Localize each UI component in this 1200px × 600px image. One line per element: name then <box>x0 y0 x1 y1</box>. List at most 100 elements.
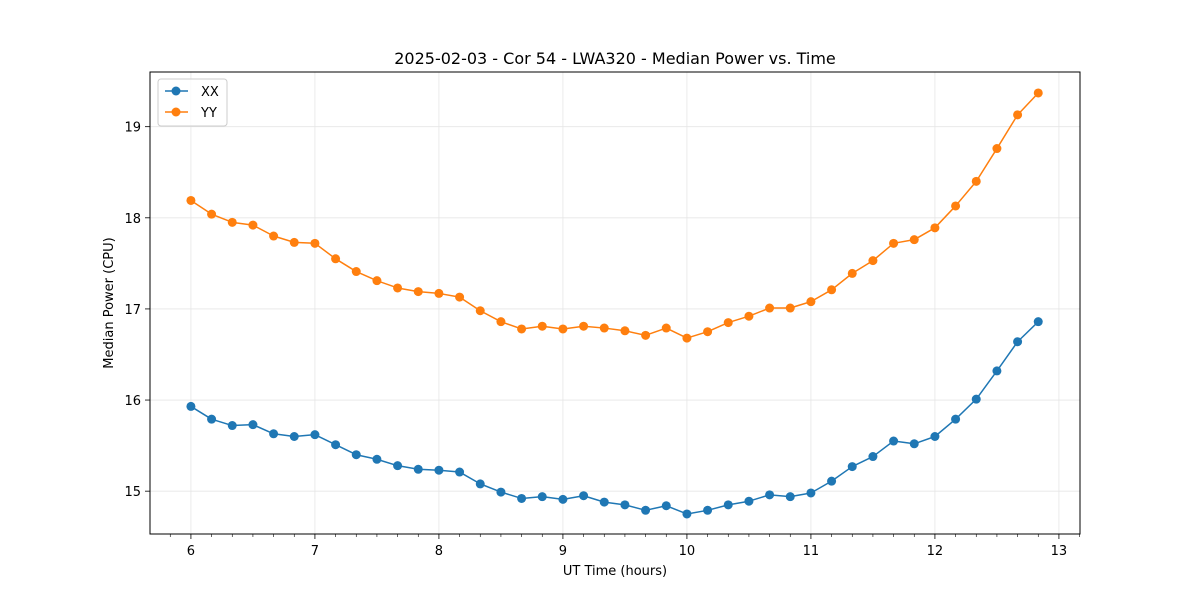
data-point-yy <box>413 287 423 297</box>
plot-frame <box>149 71 1081 535</box>
data-point-yy <box>475 306 485 316</box>
data-point-yy <box>930 223 940 233</box>
data-point-xx <box>806 488 816 498</box>
data-point-xx <box>765 490 775 500</box>
legend: XX YY <box>157 78 228 127</box>
y-axis-label: Median Power (CPU) <box>102 237 117 368</box>
data-point-xx <box>558 494 568 504</box>
data-point-yy <box>889 238 899 248</box>
data-point-xx <box>413 464 423 474</box>
data-point-yy <box>951 201 961 211</box>
data-point-yy <box>992 144 1002 154</box>
data-point-xx <box>951 414 961 424</box>
data-point-xx <box>827 476 837 486</box>
data-point-xx <box>930 431 940 441</box>
series-layer <box>186 88 1043 519</box>
data-point-yy <box>351 267 361 277</box>
data-point-yy <box>847 268 857 278</box>
data-point-yy <box>558 324 568 334</box>
data-point-xx <box>496 487 506 497</box>
data-point-yy <box>393 283 403 293</box>
legend-marker-yy <box>171 107 181 117</box>
data-point-yy <box>372 276 382 286</box>
gridlines <box>150 72 1080 534</box>
data-point-xx <box>847 462 857 472</box>
data-point-yy <box>1033 88 1043 98</box>
data-point-xx <box>723 500 733 510</box>
data-point-xx <box>372 454 382 464</box>
y-tick-label: 17 <box>124 303 141 318</box>
data-point-yy <box>868 256 878 266</box>
data-point-xx <box>661 501 671 511</box>
data-point-xx <box>517 493 527 503</box>
data-point-xx <box>537 492 547 502</box>
data-point-yy <box>661 323 671 333</box>
data-point-yy <box>806 297 816 307</box>
data-point-xx <box>971 394 981 404</box>
x-tick-label: 11 <box>803 544 820 559</box>
y-tick-label: 19 <box>124 121 141 136</box>
data-point-yy <box>496 317 506 327</box>
y-tick-label: 18 <box>124 212 141 227</box>
data-point-yy <box>1013 110 1023 120</box>
data-point-yy <box>785 303 795 313</box>
data-point-yy <box>682 333 692 343</box>
data-point-yy <box>827 285 837 295</box>
data-point-xx <box>909 439 919 449</box>
axis-ticks: 6 7 8 9 10 11 12 13 15 16 17 18 19 <box>124 121 1080 559</box>
data-point-xx <box>269 429 279 439</box>
data-point-yy <box>620 326 630 336</box>
data-point-xx <box>889 436 899 446</box>
legend-label-xx: XX <box>201 85 219 100</box>
legend-label-yy: YY <box>200 106 217 121</box>
data-point-yy <box>599 323 609 333</box>
x-tick-label: 9 <box>559 544 567 559</box>
data-point-yy <box>455 292 465 302</box>
data-point-xx <box>744 496 754 506</box>
data-point-xx <box>227 421 237 431</box>
x-tick-label: 8 <box>435 544 443 559</box>
x-tick-label: 7 <box>311 544 319 559</box>
data-point-xx <box>703 505 713 515</box>
data-point-yy <box>207 209 217 219</box>
data-point-xx <box>434 465 444 475</box>
data-point-xx <box>455 467 465 477</box>
data-point-yy <box>537 321 547 331</box>
data-point-yy <box>186 195 196 205</box>
data-point-yy <box>765 303 775 313</box>
x-tick-label: 13 <box>1051 544 1068 559</box>
data-point-yy <box>289 237 299 247</box>
data-point-yy <box>971 176 981 186</box>
data-point-xx <box>599 497 609 507</box>
data-point-xx <box>393 461 403 471</box>
data-point-xx <box>289 431 299 441</box>
x-tick-label: 12 <box>927 544 944 559</box>
data-point-xx <box>1033 317 1043 327</box>
data-point-xx <box>682 509 692 519</box>
x-tick-label: 6 <box>187 544 195 559</box>
data-point-xx <box>868 452 878 462</box>
legend-marker-xx <box>171 86 181 96</box>
data-point-xx <box>475 479 485 489</box>
data-point-xx <box>331 440 341 450</box>
data-point-xx <box>186 401 196 411</box>
data-point-yy <box>269 231 279 241</box>
data-point-yy <box>723 318 733 328</box>
data-point-yy <box>227 217 237 227</box>
data-point-xx <box>641 505 651 515</box>
data-point-yy <box>579 321 589 331</box>
data-point-xx <box>1013 337 1023 347</box>
data-point-xx <box>785 492 795 502</box>
data-point-xx <box>207 414 217 424</box>
y-tick-label: 15 <box>124 485 141 500</box>
data-point-yy <box>744 311 754 321</box>
data-point-xx <box>992 366 1002 376</box>
data-point-xx <box>620 500 630 510</box>
chart-title: 2025-02-03 - Cor 54 - LWA320 - Median Po… <box>394 49 836 68</box>
data-point-yy <box>310 238 320 248</box>
y-tick-label: 16 <box>124 394 141 409</box>
data-point-xx <box>351 450 361 460</box>
x-axis-label: UT Time (hours) <box>563 564 667 579</box>
